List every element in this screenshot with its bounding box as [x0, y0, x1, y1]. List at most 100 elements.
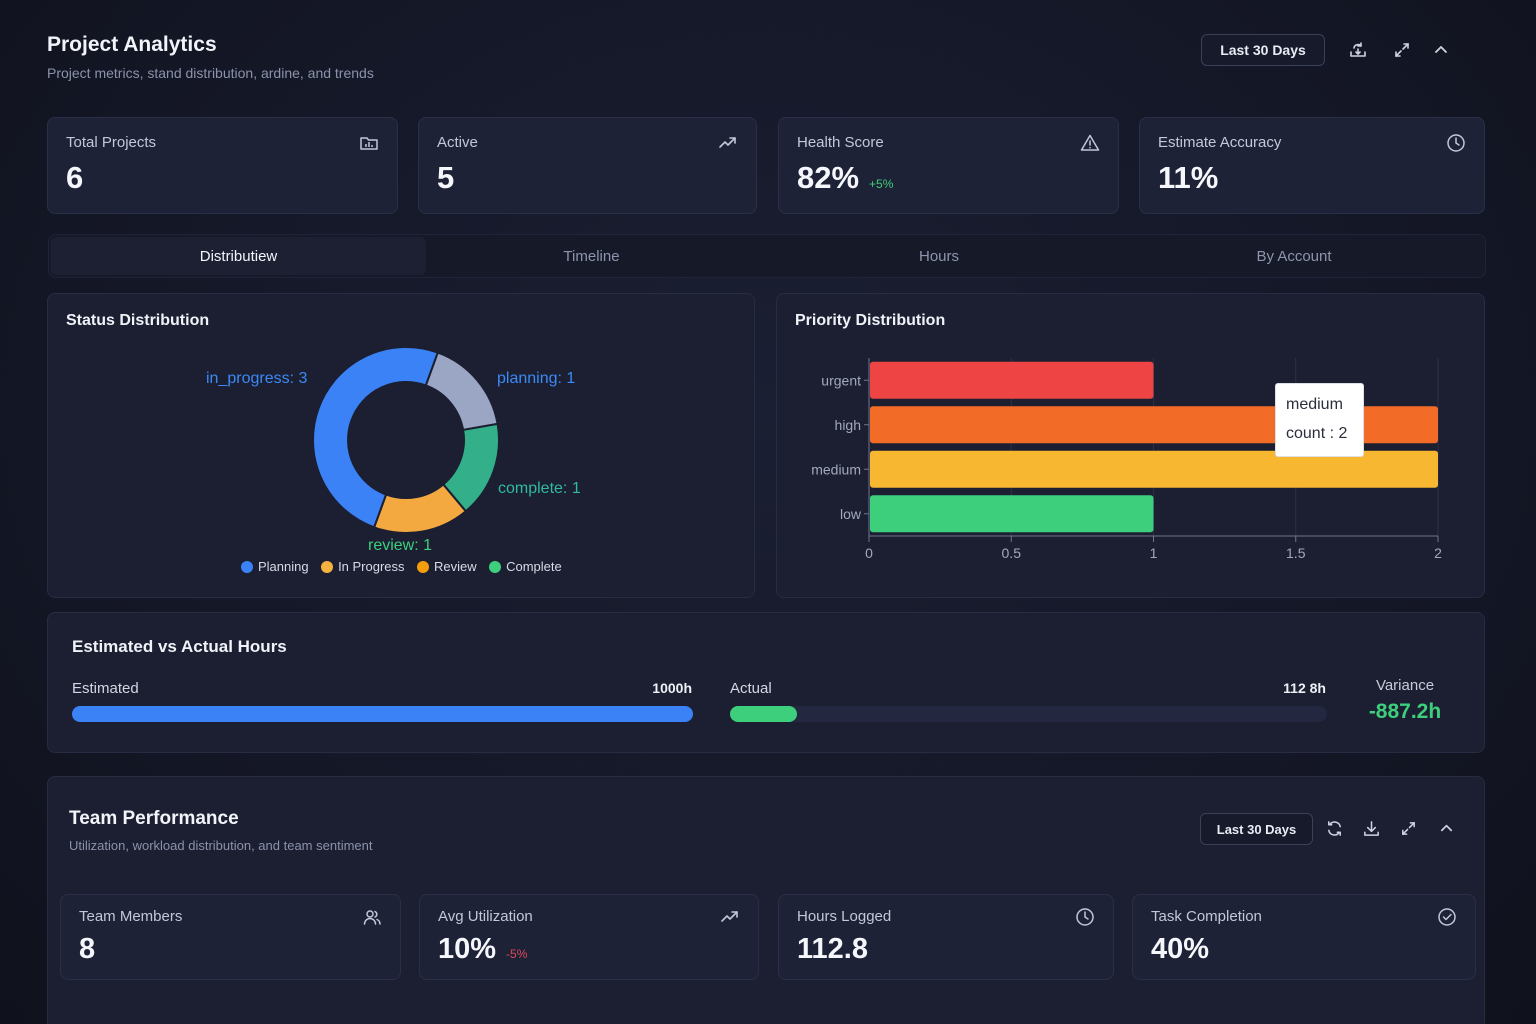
tab-timeline[interactable]: Timeline [563, 247, 620, 265]
estimated-label: Estimated [72, 680, 139, 697]
actual-progress-fill [730, 706, 798, 722]
download-icon[interactable] [1358, 815, 1384, 841]
page-subtitle: Project metrics, stand distribution, ard… [47, 65, 374, 81]
tab-distribution[interactable]: Distributiew [51, 237, 426, 275]
trending-up-icon [718, 133, 738, 153]
warning-icon [1080, 133, 1100, 153]
legend-dot [241, 560, 253, 573]
date-range-button[interactable]: Last 30 Days [1201, 34, 1325, 66]
y-tick-label: medium [811, 461, 861, 477]
panel-title: Status Distribution [66, 312, 210, 329]
y-tick-label: urgent [821, 372, 861, 388]
legend-dot [489, 560, 502, 573]
stat-value: 11% [1158, 160, 1219, 195]
bar-urgent[interactable] [870, 361, 1154, 399]
section-title: Team Performance [69, 808, 239, 829]
tab-by-account[interactable]: By Account [1256, 247, 1332, 265]
x-tick-label: 2 [1434, 545, 1442, 561]
collapse-chevron-up-icon[interactable] [1433, 815, 1459, 841]
view-tabs: Distributiew Timeline Hours By Account [48, 234, 1486, 278]
stat-value: 8 [79, 933, 96, 965]
delta-badge: +5% [869, 177, 894, 191]
stat-label: Team Members [79, 908, 183, 925]
stat-label: Active [437, 134, 478, 151]
x-tick-label: 0 [865, 545, 873, 561]
status-distribution-panel: Status Distribution in_progress: 3 plann… [47, 293, 755, 598]
trending-up-icon [720, 907, 740, 927]
legend-dot [321, 560, 334, 573]
panel-title: Estimated vs Actual Hours [72, 637, 287, 656]
status-donut-chart [312, 346, 500, 534]
actual-label: Actual [730, 680, 772, 697]
y-tick-label: high [835, 417, 861, 433]
tooltip-title: medium [1286, 396, 1343, 413]
hours-panel: Estimated vs Actual Hours Estimated 1000… [47, 612, 1485, 753]
legend-item-in-progress[interactable]: In Progress [321, 559, 405, 574]
collapse-chevron-up-icon[interactable] [1428, 37, 1454, 63]
stat-label: Estimate Accuracy [1158, 134, 1282, 151]
stat-value: 112.8 [797, 933, 868, 965]
actual-value: 112 8h [1283, 680, 1326, 696]
stat-label: Task Completion [1151, 908, 1262, 925]
variance-label: Variance [1375, 677, 1435, 694]
bar-medium[interactable] [870, 450, 1438, 488]
stat-card-health-score: Health Score 82% +5% [778, 117, 1119, 214]
stat-card-task-completion: Task Completion 40% [1132, 894, 1476, 980]
stat-label: Hours Logged [797, 908, 892, 925]
x-tick-label: 1 [1150, 545, 1158, 561]
check-circle-icon [1437, 907, 1457, 927]
tooltip-value: count : 2 [1286, 425, 1348, 442]
stat-label: Total Projects [66, 134, 157, 151]
clock-icon [1075, 907, 1095, 927]
priority-distribution-panel: Priority Distribution 0 0.5 1 1.5 2 urgent hig… [776, 293, 1485, 598]
donut-slice-review[interactable] [372, 483, 468, 534]
stat-card-total-projects: Total Projects 6 [47, 117, 398, 214]
estimated-progress-fill [72, 706, 693, 722]
slice-label-review: review: 1 [368, 537, 433, 554]
page-title: Project Analytics [47, 33, 217, 56]
team-date-range-button[interactable]: Last 30 Days [1200, 813, 1313, 845]
slice-label-planning: planning: 1 [497, 370, 576, 387]
stat-value: 6 [66, 160, 84, 195]
status-legend: Planning In Progress Review Complete [241, 559, 570, 578]
stat-value: 82% +5% [797, 160, 894, 195]
delta-badge: -5% [506, 947, 528, 961]
estimated-value: 1000h [652, 680, 692, 696]
refresh-icon[interactable] [1321, 815, 1347, 841]
expand-icon[interactable] [1389, 37, 1415, 63]
team-performance-section: Team Performance Utilization, workload d… [47, 776, 1485, 1024]
stat-label: Avg Utilization [438, 908, 533, 925]
x-tick-label: 1.5 [1286, 545, 1306, 561]
refresh-download-icon[interactable] [1345, 37, 1371, 63]
legend-item-review[interactable]: Review [417, 559, 477, 574]
users-icon [362, 907, 382, 927]
clock-icon [1446, 133, 1466, 153]
stat-label: Health Score [797, 134, 884, 151]
stat-card-active: Active 5 [418, 117, 757, 214]
stat-card-hours-logged: Hours Logged 112.8 [778, 894, 1114, 980]
y-tick-label: low [840, 506, 862, 522]
chart-tooltip: medium count : 2 [1275, 383, 1364, 457]
priority-bar-chart: 0 0.5 1 1.5 2 urgent high medium low [811, 358, 1442, 561]
stat-value: 5 [437, 160, 455, 195]
stat-card-team-members: Team Members 8 [60, 894, 401, 980]
stat-card-estimate-accuracy: Estimate Accuracy 11% [1139, 117, 1485, 214]
legend-item-planning[interactable]: Planning [241, 559, 309, 574]
panel-title: Priority Distribution [795, 312, 946, 329]
legend-item-complete[interactable]: Complete [489, 559, 562, 574]
stat-value: 40% [1151, 933, 1210, 965]
estimated-progress-track [72, 706, 693, 722]
donut-slice-in-progress[interactable] [312, 346, 440, 529]
actual-progress-track [730, 706, 1327, 722]
x-tick-label: 0.5 [1002, 545, 1022, 561]
donut-slice-planning[interactable] [424, 351, 499, 432]
variance-value: -887.2h [1368, 700, 1442, 723]
section-subtitle: Utilization, workload distribution, and … [69, 838, 373, 853]
bar-low[interactable] [870, 495, 1154, 533]
stat-card-avg-utilization: Avg Utilization 10% -5% [419, 894, 759, 980]
slice-label-complete: complete: 1 [498, 480, 581, 497]
legend-dot [417, 560, 429, 573]
tab-hours[interactable]: Hours [918, 247, 959, 265]
folder-chart-icon [359, 133, 379, 153]
expand-icon[interactable] [1395, 815, 1421, 841]
